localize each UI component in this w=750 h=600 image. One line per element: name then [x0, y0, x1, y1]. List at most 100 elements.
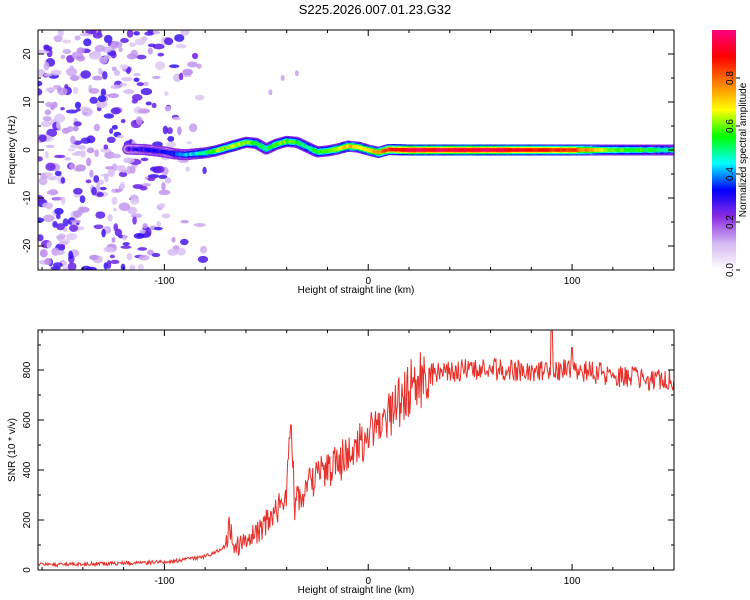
noise-blob	[107, 93, 120, 99]
noise-blob	[114, 228, 123, 237]
noise-blob	[117, 135, 124, 139]
noise-blob	[130, 213, 143, 219]
noise-blob	[55, 235, 65, 240]
noise-blob	[58, 240, 69, 246]
noise-blob	[103, 144, 109, 150]
noise-blob	[54, 113, 66, 123]
noise-blob	[119, 82, 128, 87]
noise-blob	[175, 44, 187, 49]
noise-blob	[163, 91, 169, 96]
noise-blob	[44, 257, 52, 266]
noise-blob	[120, 263, 126, 270]
noise-blob	[119, 64, 129, 70]
noise-blob	[107, 213, 113, 222]
noise-blob	[71, 152, 83, 156]
noise-blob	[164, 177, 172, 184]
noise-blob	[178, 72, 184, 81]
noise-blob	[100, 88, 107, 96]
noise-blob	[147, 30, 154, 34]
colorbar: 0.0 0.2 0.4 0.6 0.8 Normalized spectral ampl…	[712, 30, 749, 277]
noise-blob	[70, 219, 82, 224]
noise-blob	[44, 109, 52, 116]
noise-blob	[116, 165, 126, 172]
noise-blob	[119, 182, 126, 190]
noise-blob	[110, 259, 120, 265]
noise-blob	[158, 189, 171, 196]
noise-blob	[53, 154, 66, 159]
noise-blob	[111, 196, 118, 206]
noise-blob	[38, 88, 43, 96]
noise-blob	[103, 113, 115, 119]
noise-blob	[52, 262, 63, 268]
noise-blob	[111, 66, 117, 71]
noise-blob	[66, 233, 78, 241]
noise-blob	[157, 52, 165, 57]
noise-blob	[109, 254, 115, 259]
snr-x-tick-label: -100	[154, 576, 174, 587]
noise-blob	[96, 183, 101, 192]
noise-blob	[185, 166, 191, 172]
noise-blob	[166, 141, 177, 148]
noise-blob	[65, 109, 78, 114]
noise-blob	[83, 38, 92, 47]
noise-blob	[129, 42, 136, 47]
noise-blob	[102, 70, 108, 80]
noise-blob	[69, 75, 80, 81]
noise-blob	[53, 249, 65, 256]
noise-blob	[80, 150, 86, 158]
noise-blob	[73, 86, 79, 95]
noise-blob	[294, 70, 299, 77]
noise-blob	[162, 125, 169, 135]
noise-blob	[158, 202, 166, 209]
noise-blob	[43, 45, 53, 51]
snr-background	[38, 330, 674, 570]
noise-blob	[101, 228, 106, 238]
spectrogram-x-axis-label: Height of straight line (km)	[298, 285, 415, 296]
snr-x-tick-label: 0	[365, 576, 371, 587]
noise-blob	[44, 151, 49, 159]
noise-blob	[57, 87, 68, 96]
noise-blob	[141, 183, 151, 187]
noise-blob	[136, 54, 147, 60]
noise-blob	[167, 248, 179, 256]
noise-blob	[75, 108, 81, 112]
noise-blob	[147, 47, 154, 55]
noise-blob	[38, 234, 44, 242]
noise-blob	[126, 252, 133, 261]
noise-blob	[122, 89, 135, 95]
noise-blob	[98, 56, 108, 64]
noise-blob	[68, 224, 79, 232]
spectrogram-y-axis-label: Frequency (Hz)	[7, 116, 18, 185]
noise-blob	[126, 30, 134, 38]
spectrogram-x-tick-label: 100	[564, 276, 581, 287]
noise-blob	[112, 207, 118, 212]
noise-blob	[137, 108, 150, 114]
noise-blob	[38, 176, 48, 186]
noise-blob	[142, 223, 148, 229]
spectrogram-y-tick-label: 10	[22, 96, 33, 108]
noise-blob	[89, 169, 94, 178]
noise-blob	[86, 135, 96, 144]
noise-blob	[120, 245, 132, 249]
noise-blob	[118, 202, 131, 212]
noise-blob	[86, 157, 92, 167]
noise-blob	[137, 264, 144, 270]
noise-blob	[174, 34, 185, 42]
spectrogram-x-tick-label: 0	[365, 276, 371, 287]
noise-blob	[60, 107, 65, 111]
noise-blob	[72, 125, 79, 132]
noise-blob	[42, 214, 55, 223]
colorbar-tick-label: 0.2	[725, 215, 736, 229]
noise-blob	[92, 75, 103, 81]
noise-blob	[67, 148, 75, 152]
noise-blob	[79, 195, 86, 204]
spectrogram-y-ticks: -20 -10 0 10 20	[22, 29, 674, 271]
noise-blob	[106, 136, 116, 144]
noise-blob	[113, 69, 121, 77]
noise-blob	[140, 157, 149, 162]
noise-blob	[73, 140, 82, 145]
noise-blob	[78, 206, 90, 213]
noise-blob	[46, 190, 59, 195]
noise-blob	[45, 101, 54, 108]
noise-blob	[38, 80, 43, 87]
